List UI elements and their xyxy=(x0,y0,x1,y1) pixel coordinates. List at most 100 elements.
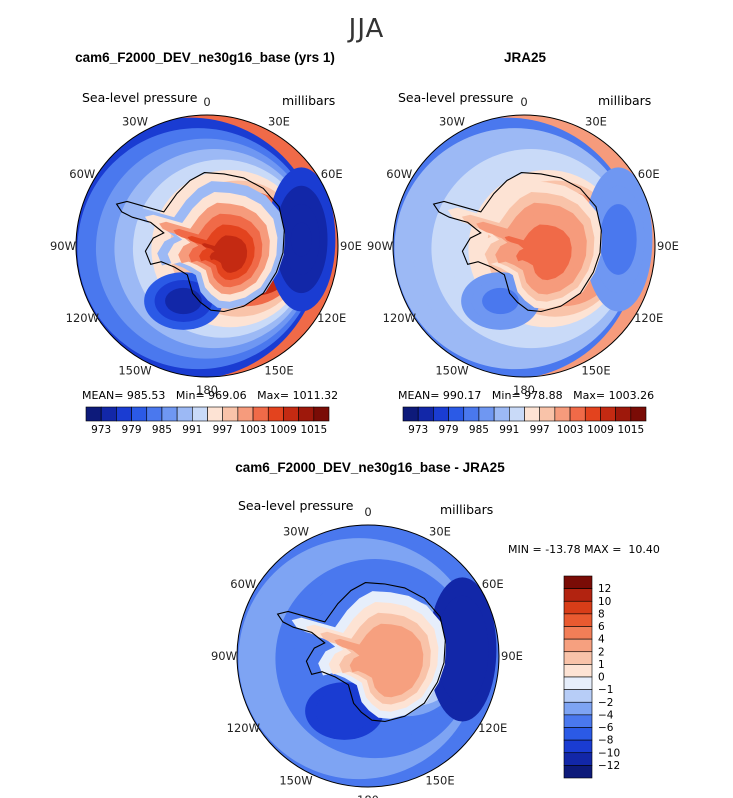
colorbar-swatch xyxy=(563,676,593,690)
panel-2-peninsula-low xyxy=(482,287,519,315)
panel-3-map: 0 30E 60E 90E 120E 150E 180 150W 120W 90W 60W 30W xyxy=(211,505,523,798)
panel-2-longitude-label: 150E xyxy=(581,364,610,378)
panel-2-longitude-label: 120E xyxy=(634,311,663,325)
colorbar-swatch xyxy=(563,588,593,602)
panel-3-units-label: millibars xyxy=(440,502,494,517)
colorbar-swatch xyxy=(313,406,330,422)
colorbar-swatch xyxy=(563,689,593,703)
colorbar-swatch xyxy=(615,406,632,422)
colorbar-swatch xyxy=(554,406,571,422)
colorbar-swatch xyxy=(509,406,525,422)
colorbar-tick-label: −8 xyxy=(598,735,613,747)
panel-2-colorbar: 973 979 985 991 997 1003 1009 1015 xyxy=(402,406,647,436)
colorbar-tick-label: 1009 xyxy=(270,424,297,436)
colorbar-swatch xyxy=(267,406,284,422)
colorbar-swatch xyxy=(563,727,593,741)
colorbar-tick-label: 6 xyxy=(598,621,605,633)
panel-3-longitude-label: 0 xyxy=(364,505,371,519)
panel-1-longitude-label: 30W xyxy=(122,114,148,128)
panel-1-longitude-label: 120E xyxy=(317,311,346,325)
panel-2-max-label: Max= xyxy=(573,389,606,402)
panel-1-max-label: Max= xyxy=(257,389,290,402)
panel-3-stats: MIN = -13.78 MAX = 10.40 xyxy=(508,543,660,556)
colorbar-tick-label: 10 xyxy=(598,596,611,608)
colorbar-tick-label: −2 xyxy=(598,697,613,709)
colorbar-tick-label: 1 xyxy=(598,659,605,671)
panel-1-longitude-label: 120W xyxy=(66,311,99,325)
panel-1-field xyxy=(76,115,338,377)
colorbar-swatch xyxy=(539,406,556,422)
panel-3-longitude-label: 120W xyxy=(227,721,260,735)
panel-3-longitude-label: 60W xyxy=(230,577,256,591)
colorbar-swatch xyxy=(563,739,593,754)
panel-1-min-label: Min= xyxy=(175,389,205,402)
panel-1-map: 0 30E 60E 90E 120E 150E 180 150W 120W 90W 60W 30W xyxy=(50,95,362,397)
panel-3-ocean-low xyxy=(436,595,489,704)
panel-3-longitude-label: 180 xyxy=(357,793,379,798)
colorbar-swatch xyxy=(131,406,148,422)
panel-2-mean-label: MEAN= xyxy=(398,389,440,402)
colorbar-swatch xyxy=(600,406,616,422)
colorbar-tick-label: 973 xyxy=(91,424,111,436)
panel-2-min-label: Min= xyxy=(491,389,521,402)
colorbar-swatch xyxy=(298,406,315,422)
panel-2-units-label: millibars xyxy=(598,93,652,108)
colorbar-tick-label: 2 xyxy=(598,646,605,658)
colorbar-swatch xyxy=(584,406,601,422)
panel-1-longitude-label: 60E xyxy=(321,167,343,181)
panel-1-units-label: millibars xyxy=(282,93,336,108)
panel-3-longitude-label: 90W xyxy=(211,649,237,663)
colorbar-tick-label: 991 xyxy=(499,424,519,436)
colorbar-swatch xyxy=(207,406,223,422)
panel-3-map-border xyxy=(236,524,500,788)
panel-1-longitude-label: 0 xyxy=(203,95,210,109)
colorbar-swatch xyxy=(417,406,434,422)
colorbar-swatch xyxy=(222,406,239,422)
panel-2-longitude-label: 0 xyxy=(520,95,527,109)
panel-2-longitude-label: 90W xyxy=(367,239,393,253)
panel-3-min-value: -13.78 xyxy=(545,543,581,556)
panel-1-continent-band xyxy=(201,235,248,273)
panel-3-longitude-label: 90E xyxy=(501,649,523,663)
colorbar-tick-label: 1015 xyxy=(300,424,327,436)
colorbar-tick-label: −12 xyxy=(598,760,620,772)
panel-3-field xyxy=(237,525,499,787)
panel-2-longitude-label: 120W xyxy=(383,311,416,325)
panel-3-peninsula-low xyxy=(315,690,374,732)
panel-3-continent-band xyxy=(334,623,424,698)
panel-1-mean-value: 985.53 xyxy=(126,389,166,402)
panel-3-longitude-label: 60E xyxy=(482,577,504,591)
colorbar-swatch xyxy=(402,406,419,422)
colorbar-tick-label: 979 xyxy=(122,424,142,436)
panel-2-min-value: 978.88 xyxy=(524,389,563,402)
panel-1-mean-label: MEAN= xyxy=(82,389,124,402)
colorbar-swatch xyxy=(569,406,586,422)
panel-2-mean-value: 990.17 xyxy=(442,389,482,402)
colorbar-swatch xyxy=(116,406,132,422)
panel-1-longitude-label: 90W xyxy=(50,239,76,253)
panel-2-ocean-low xyxy=(599,204,637,275)
panel-2-coastline xyxy=(432,172,602,313)
figure-title: JJA xyxy=(348,14,385,44)
colorbar-tick-label: 1015 xyxy=(617,424,644,436)
colorbar-swatch xyxy=(237,406,254,422)
colorbar-swatch xyxy=(146,406,163,422)
panel-3-max-value: 10.40 xyxy=(628,543,660,556)
panel-3-longitude-label: 30W xyxy=(283,524,309,538)
colorbar-tick-label: 4 xyxy=(598,634,605,646)
panel-2-continent-band xyxy=(504,224,572,281)
panel-2-longitude-label: 60E xyxy=(638,167,660,181)
colorbar-tick-label: −6 xyxy=(598,722,614,734)
panel-1-longitude-label: 180 xyxy=(196,383,218,397)
colorbar-tick-label: 1003 xyxy=(557,424,584,436)
colorbar-swatch xyxy=(563,752,593,766)
colorbar-tick-label: 12 xyxy=(598,583,611,595)
colorbar-swatch xyxy=(524,406,540,422)
panel-2-max-value: 1003.26 xyxy=(608,389,655,402)
colorbar-swatch xyxy=(563,765,593,779)
panel-2-stats: MEAN= 990.17 Min= 978.88 Max= 1003.26 xyxy=(398,389,654,402)
colorbar-swatch xyxy=(448,406,465,422)
colorbar-tick-label: 0 xyxy=(598,672,605,684)
colorbar-swatch xyxy=(463,406,480,422)
colorbar-tick-label: −1 xyxy=(598,684,613,696)
